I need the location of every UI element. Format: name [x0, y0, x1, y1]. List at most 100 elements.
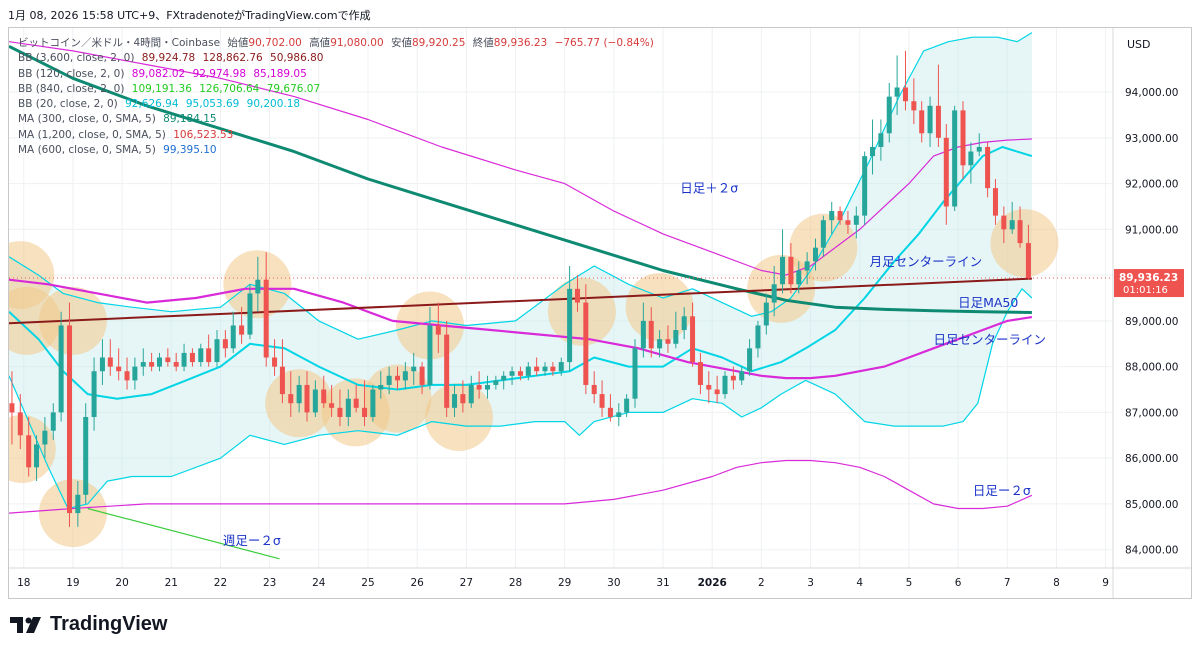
price-chart[interactable]: 日足＋２σ月足センターライン日足MA50日足センターライン日足ー２σ週足ー２σ …: [9, 28, 1191, 598]
y-tick-label: 88,000.00: [1125, 362, 1178, 374]
x-tick-label: 19: [66, 577, 79, 589]
x-tick-label: 6: [955, 577, 962, 589]
candle-body: [91, 371, 97, 417]
candle-body: [1017, 220, 1023, 244]
candle-body: [632, 348, 638, 399]
candle-body: [853, 215, 859, 225]
candle-body: [837, 211, 843, 221]
y-tick-label: 94,000.00: [1125, 87, 1178, 99]
candle-body: [943, 137, 949, 207]
candle-body: [722, 375, 728, 395]
candle-body: [607, 407, 613, 417]
legend-row-bb3600[interactable]: BB (3,600, close, 2, 0) 89,924.78 128,86…: [18, 51, 654, 66]
candle-body: [222, 339, 228, 349]
candle-body: [116, 366, 122, 372]
candle-body: [624, 398, 630, 413]
candle-body: [665, 339, 671, 344]
x-tick-label: 31: [656, 577, 669, 589]
candle-body: [935, 105, 941, 138]
candle-body: [452, 394, 458, 408]
tradingview-brand[interactable]: TradingView: [10, 613, 167, 636]
legend-bb120-v1: 89,082.02: [131, 67, 186, 80]
legend-bb3600-name: BB (3,600, close, 2, 0): [18, 52, 135, 65]
candle-body: [739, 371, 745, 381]
legend-bb840-v1: 109,191.36: [131, 82, 192, 95]
candle-body: [771, 284, 777, 303]
legend-row-bb20[interactable]: BB (20, close, 2, 0) 92,626.94 95,053.69…: [18, 97, 654, 112]
chart-panel[interactable]: 日足＋２σ 月足センターライン 日足MA50 日足センターライン 日足ー２σ 週足ー２σ …: [8, 27, 1192, 599]
candle-body: [1025, 243, 1031, 279]
candle-body: [378, 384, 384, 390]
candle-body: [34, 444, 40, 468]
candle-body: [780, 256, 786, 285]
candle-body: [337, 407, 343, 417]
candle-body: [206, 348, 212, 363]
candle-body: [952, 110, 958, 207]
legend-bb3600-v1: 89,924.78: [141, 52, 196, 65]
y-tick-label: 85,000.00: [1125, 499, 1178, 511]
legend-row-ma300[interactable]: MA (300, close, 0, SMA, 5) 89,184.15: [18, 112, 654, 127]
y-tick-label: 87,000.00: [1125, 407, 1178, 419]
x-tick-label: 9: [1102, 577, 1109, 589]
candle-body: [968, 151, 974, 166]
candle-body: [107, 357, 113, 367]
legend-row-bb840[interactable]: BB (840, close, 2, 0) 109,191.36 126,706…: [18, 82, 654, 97]
candle-body: [484, 384, 490, 390]
candle-body: [304, 384, 310, 413]
bb20-lower-line: [9, 288, 1033, 510]
candle-body: [747, 348, 753, 372]
candle-body: [58, 325, 64, 413]
candle-body: [156, 357, 162, 367]
candle-body: [681, 316, 687, 331]
last-price-tag: [1114, 269, 1184, 298]
y-tick-label: 84,000.00: [1125, 545, 1178, 557]
legend-bb120-name: BB (120, close, 2, 0): [18, 67, 125, 80]
x-tick-label: 18: [17, 577, 30, 589]
candle-body: [812, 247, 818, 262]
annotation-daily-lower-sigma: 日足ー２σ: [973, 483, 1031, 498]
legend-row-ma600[interactable]: MA (600, close, 0, SMA, 5) 99,395.10: [18, 143, 654, 158]
candle-body: [673, 330, 679, 344]
candle-body: [476, 384, 482, 390]
candle-body: [140, 362, 146, 367]
tradingview-logo-icon: [10, 616, 41, 633]
y-tick-label: 86,000.00: [1125, 453, 1178, 465]
candle-body: [985, 146, 991, 189]
price-axis: 84,000.00 85,000.00 86,000.00 87,000.00 88,0…: [1114, 38, 1184, 557]
legend-row-ma1200[interactable]: MA (1,200, close, 0, SMA, 5) 106,523.53: [18, 128, 654, 143]
candle-body: [992, 188, 998, 216]
legend-bb840-name: BB (840, close, 2, 0): [18, 82, 125, 95]
currency-label: USD: [1127, 38, 1151, 51]
tradingview-wordmark: TradingView: [50, 613, 168, 635]
candle-body: [574, 288, 580, 303]
candle-body: [362, 407, 368, 417]
candle-body: [214, 339, 220, 363]
candle-body: [583, 302, 589, 385]
annotation-daily-center-line: 日足センターライン: [934, 332, 1047, 347]
candle-body: [83, 416, 89, 495]
indicator-legend: ビットコイン／米ドル・4時間・Coinbase 始値90,702.00 高値91…: [18, 36, 654, 158]
candle-body: [247, 293, 253, 335]
legend-low-value: 89,920.25: [411, 37, 466, 49]
legend-high-label: 高値: [309, 37, 331, 49]
x-tick-label: 5: [906, 577, 913, 589]
legend-row-bb120[interactable]: BB (120, close, 2, 0) 89,082.02 92,974.9…: [18, 67, 654, 82]
legend-open-value: 90,702.00: [248, 37, 302, 49]
candle-body: [525, 366, 531, 376]
candle-body: [542, 366, 548, 372]
candle-body: [706, 384, 712, 390]
candle-body: [517, 371, 523, 376]
candle-body: [690, 316, 696, 363]
legend-bb840-v2: 126,706.64: [199, 82, 260, 95]
candle-body: [394, 375, 400, 381]
x-tick-label: 22: [214, 577, 227, 589]
candle-body: [648, 320, 654, 349]
candle-body: [66, 325, 72, 514]
candle-body: [591, 384, 597, 395]
legend-bb120-v2: 92,974.98: [192, 67, 247, 80]
candle-body: [181, 352, 187, 367]
legend-bb20-name: BB (20, close, 2, 0): [18, 98, 118, 111]
countdown-value: 01:01:16: [1123, 285, 1168, 296]
candle-body: [845, 220, 851, 225]
